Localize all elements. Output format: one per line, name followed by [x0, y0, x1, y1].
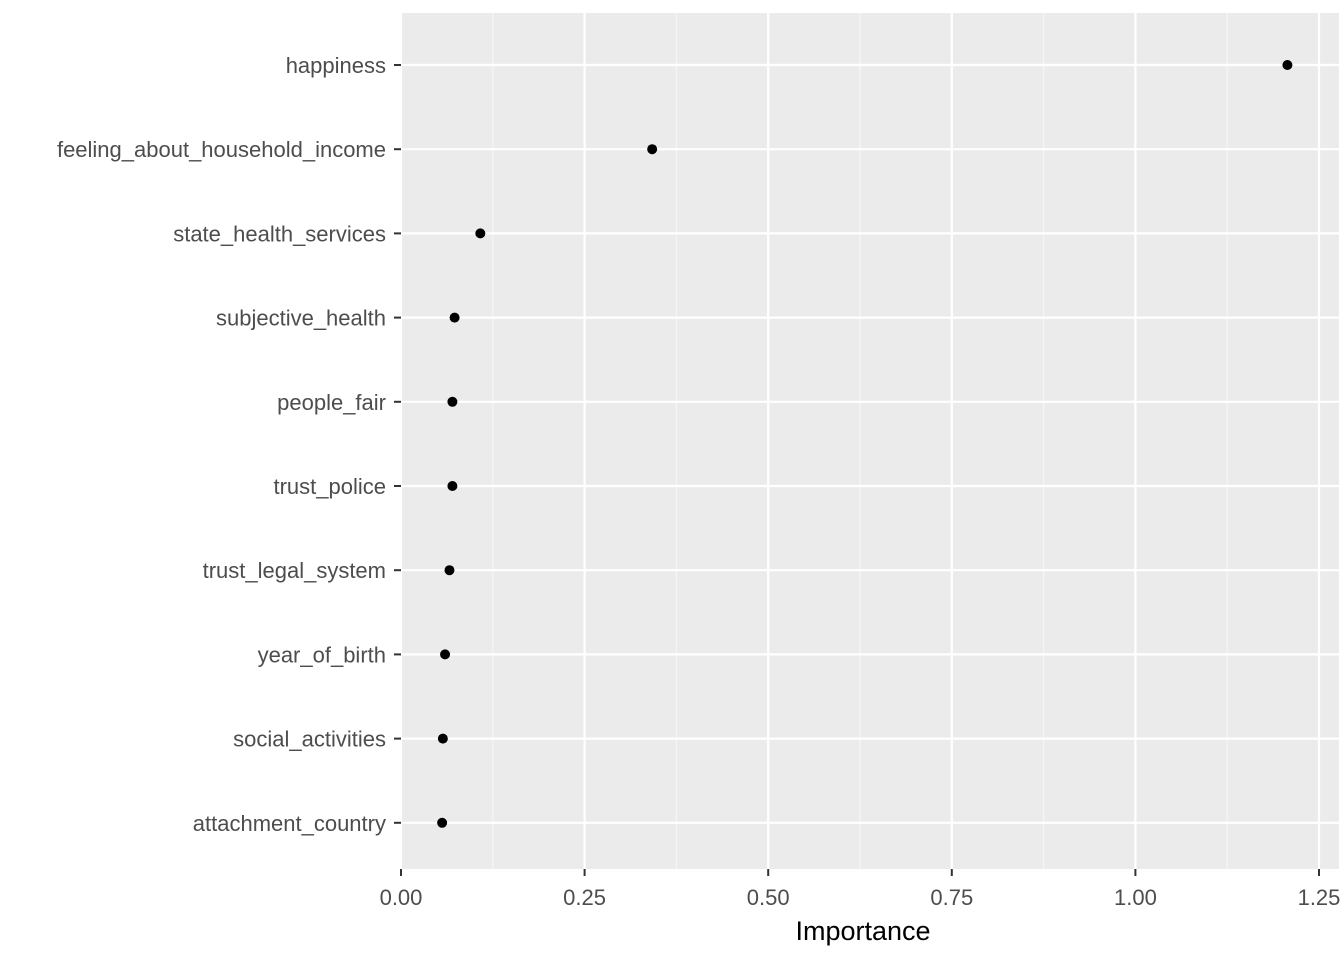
data-point: [447, 396, 458, 407]
x-tick-label: 1.00: [1114, 885, 1157, 910]
x-tick-label: 0.25: [563, 885, 606, 910]
y-tick-label: attachment_country: [193, 811, 386, 836]
y-tick-label: feeling_about_household_income: [57, 137, 386, 162]
y-tick-label: year_of_birth: [258, 642, 386, 667]
data-point: [437, 817, 448, 828]
data-point: [444, 565, 455, 576]
x-tick-label: 0.50: [747, 885, 790, 910]
minor-gridlines: [492, 13, 1228, 869]
data-point: [437, 733, 448, 744]
x-axis-title: Importance: [795, 916, 930, 946]
y-axis-ticks: happiness feeling_about_household_incomes…: [57, 53, 401, 836]
y-tick-label: people_fair: [277, 390, 386, 415]
x-axis-ticks: 0.00 0.25 0.50 0.75 1.00 1.25: [380, 869, 1341, 910]
y-tick-label: happiness: [286, 53, 386, 78]
data-points: [437, 60, 1293, 828]
data-point: [447, 481, 458, 491]
y-tick-label: trust_police: [273, 474, 386, 499]
x-tick-label: 0.00: [380, 885, 423, 910]
plot-panel: [401, 13, 1339, 869]
data-point: [475, 228, 486, 239]
x-tick-label: 0.75: [930, 885, 973, 910]
y-tick-label: trust_legal_system: [203, 558, 386, 583]
y-tick-label: subjective_health: [216, 306, 386, 331]
data-point: [440, 649, 451, 660]
y-tick-label: social_activities: [233, 727, 386, 752]
data-point: [1282, 60, 1293, 70]
y-tick-label: state_health_services: [173, 221, 386, 246]
major-gridlines: [399, 13, 1339, 869]
data-point: [449, 312, 460, 323]
data-point: [647, 144, 658, 155]
x-tick-label: 1.25: [1298, 885, 1341, 910]
